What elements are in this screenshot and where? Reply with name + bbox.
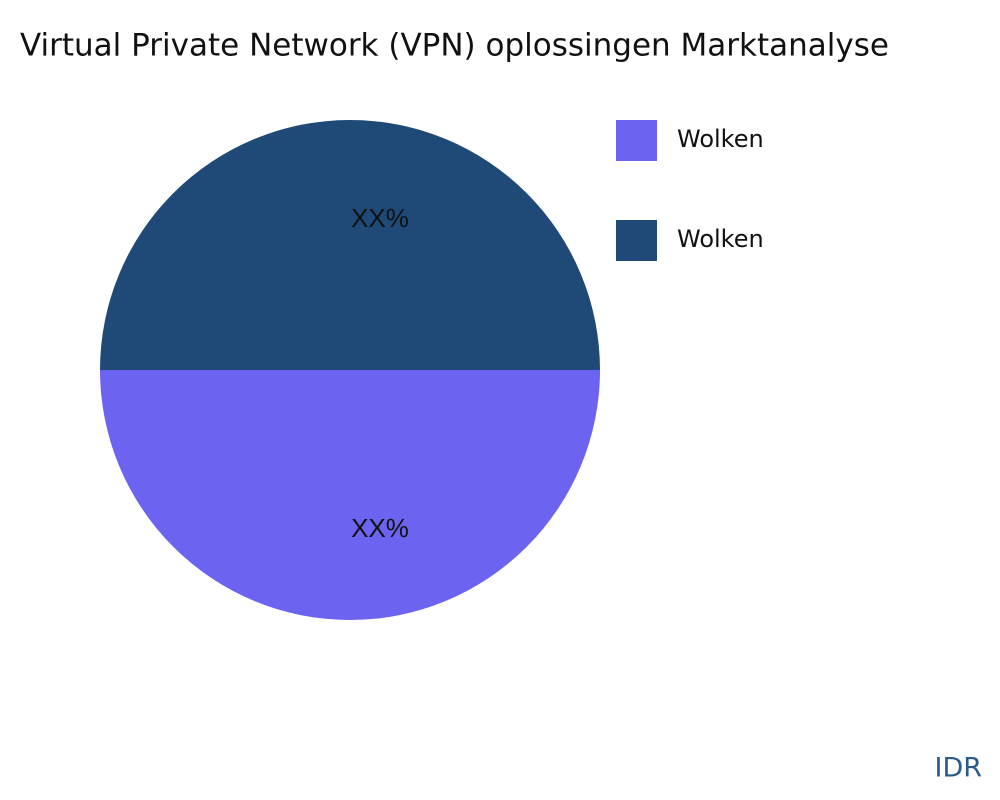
data-label: XX% bbox=[351, 513, 409, 543]
legend-label: Wolken bbox=[677, 225, 764, 253]
pie-slice bbox=[100, 120, 600, 370]
legend-swatch bbox=[616, 220, 657, 261]
legend-swatch bbox=[616, 120, 657, 161]
data-label: XX% bbox=[351, 203, 409, 233]
pie-slice bbox=[100, 370, 600, 620]
watermark: IDR bbox=[934, 753, 982, 784]
chart-title: Virtual Private Network (VPN) oplossinge… bbox=[20, 28, 889, 64]
legend-label: Wolken bbox=[677, 125, 764, 153]
